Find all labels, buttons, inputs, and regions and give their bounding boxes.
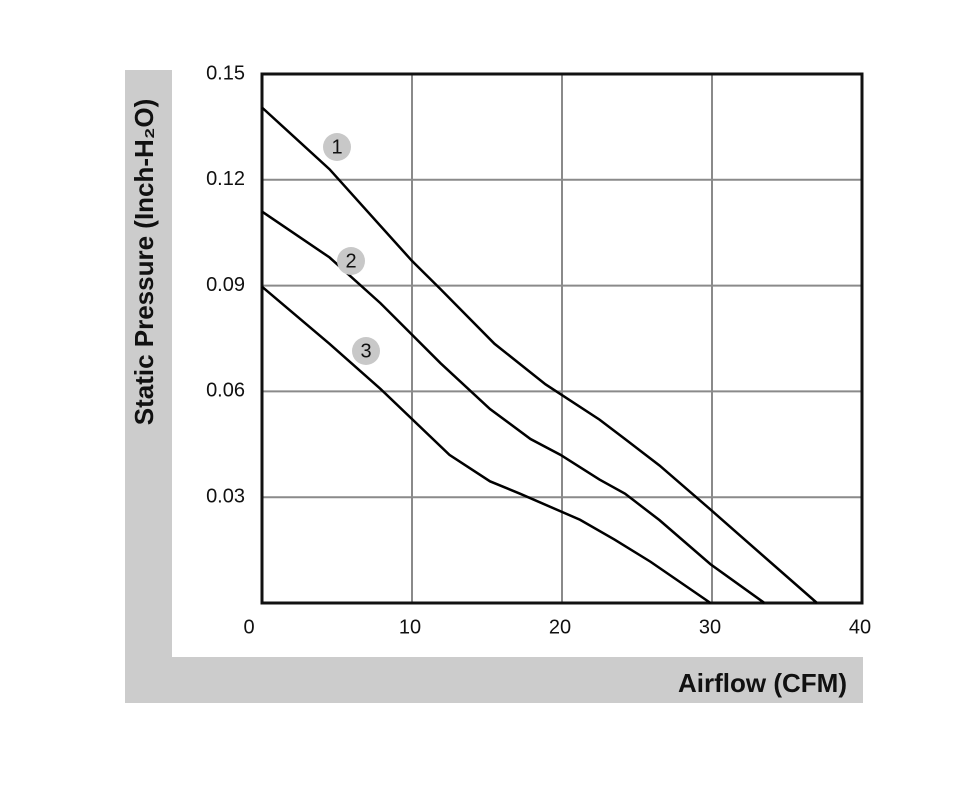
y-tick-label: 0.06: [206, 380, 245, 402]
plot: 0.03 0.06 0.09 0.12 0.15 0 10 20 30 40 1 2 3: [206, 62, 871, 638]
curve: [261, 106, 818, 604]
legend-badge: [323, 133, 351, 161]
legend-badge: [337, 247, 365, 275]
x-tick-label: 10: [399, 616, 421, 638]
curve: [261, 210, 766, 605]
x-tick-label: 30: [699, 616, 721, 638]
legend-label: 1: [331, 136, 342, 158]
x-tick-label: 20: [549, 616, 571, 638]
y-tick-label: 0.15: [206, 62, 245, 84]
x-axis-title: Airflow (CFM): [678, 668, 847, 698]
plot-border: [260, 72, 864, 605]
y-axis-title: Static Pressure (Inch-H₂O): [129, 99, 159, 426]
legend-label: 2: [345, 250, 356, 272]
y-tick-label: 0.03: [206, 485, 245, 507]
y-tick-label: 0.09: [206, 274, 245, 296]
y-tick-label: 0.12: [206, 168, 245, 190]
x-tick-label: 0: [243, 616, 254, 638]
legend-badge: [352, 337, 380, 365]
legend-label: 3: [360, 340, 371, 362]
curve: [261, 285, 712, 605]
x-tick-label: 40: [849, 616, 871, 638]
